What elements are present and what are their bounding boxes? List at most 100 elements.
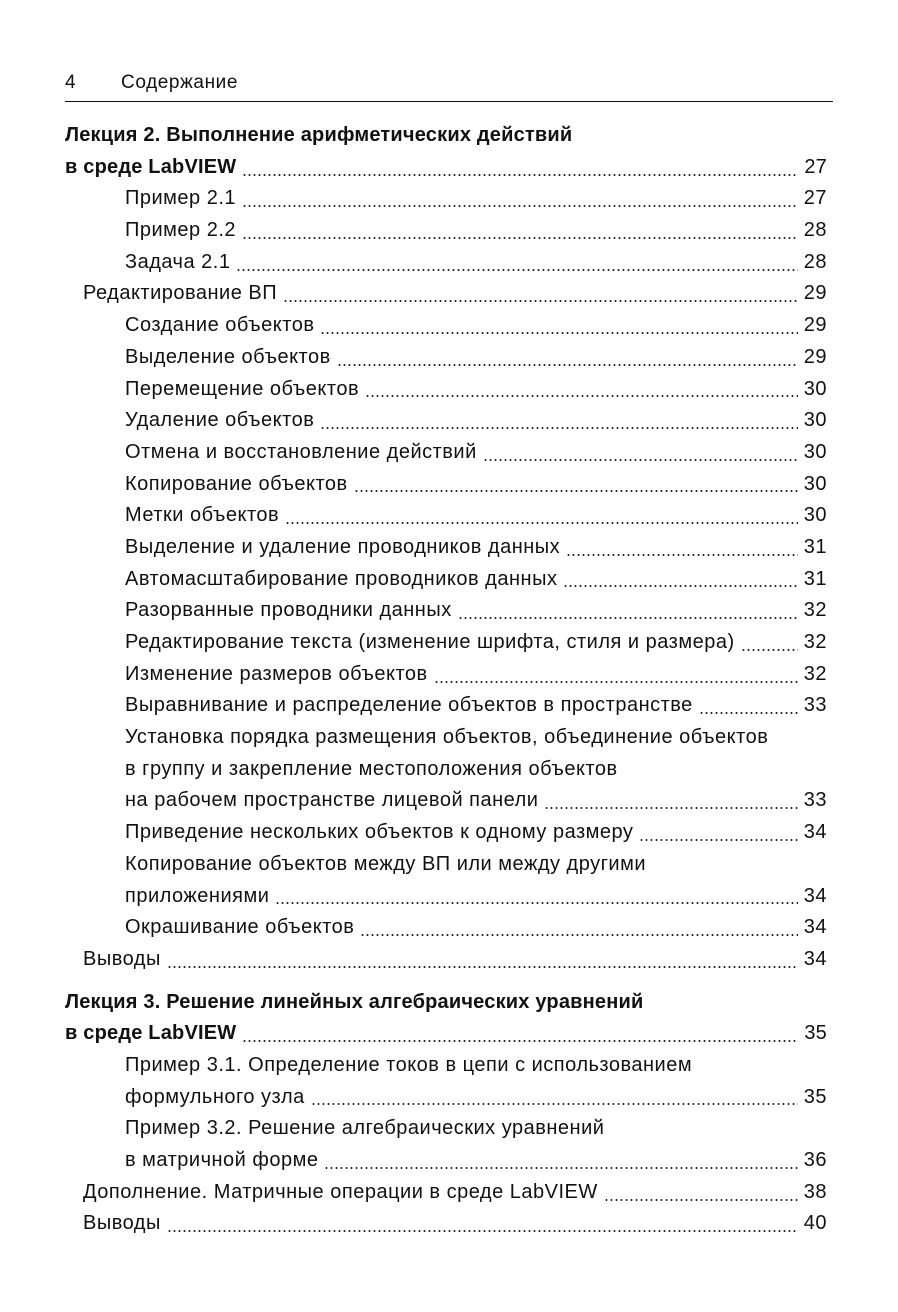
running-header: 4 Содержание	[65, 72, 833, 102]
toc-entry-title: на рабочем пространстве лицевой панели	[125, 789, 539, 812]
toc-entry: Пример 2.2 28	[65, 215, 827, 247]
toc-entry-title: Приведение нескольких объектов к одному …	[125, 821, 634, 844]
dot-leader	[353, 489, 798, 494]
toc-page-number: 31	[803, 567, 827, 590]
running-title: Содержание	[121, 72, 239, 93]
dot-leader	[563, 584, 798, 589]
toc-entry: Автомасштабирование проводников данных 31	[65, 564, 827, 596]
toc-page-number: 30	[803, 440, 827, 463]
dot-leader	[740, 647, 798, 652]
dot-leader	[285, 521, 798, 526]
dot-leader	[324, 1165, 798, 1170]
toc-line: Разорванные проводники данных 32	[65, 595, 827, 627]
toc-entry-title: Выравнивание и распределение объектов в …	[125, 694, 693, 717]
toc-chapter-entry: Лекция 2. Выполнение арифметических дейс…	[65, 120, 827, 183]
toc-line: формульного узла 35	[65, 1082, 827, 1114]
toc-entry: Разорванные проводники данных 32	[65, 595, 827, 627]
toc-line: Редактирование текста (изменение шрифта,…	[65, 627, 827, 659]
toc-line: Выделение и удаление проводников данных 3…	[65, 532, 827, 564]
toc-page-number: 32	[803, 599, 827, 622]
toc-page-number: 40	[803, 1212, 827, 1235]
toc-entry: Выделение и удаление проводников данных 3…	[65, 532, 827, 564]
toc-entry-title: Дополнение. Матричные операции в среде L…	[83, 1180, 598, 1203]
toc-entry-title: Установка порядка размещения объектов, о…	[125, 726, 769, 749]
toc-line: в матричной форме 36	[65, 1145, 827, 1177]
dot-leader	[320, 426, 798, 431]
toc-page-number: 35	[803, 1085, 827, 1108]
toc-line: Копирование объектов 30	[65, 469, 827, 501]
toc-entry-title: Лекция 3. Решение линейных алгебраически…	[65, 990, 644, 1013]
toc-entry-title: Пример 2.1	[125, 187, 237, 210]
dot-leader	[242, 235, 798, 240]
toc-line: Пример 3.2. Решение алгебраических уравн…	[65, 1113, 827, 1145]
toc-line: в среде LabVIEW 27	[65, 152, 827, 184]
toc-entry-title: Окрашивание объектов	[125, 916, 355, 939]
toc-entry: Выравнивание и распределение объектов в …	[65, 690, 827, 722]
toc-page-number: 30	[803, 377, 827, 400]
toc-entry-title: Пример 3.2. Решение алгебраических уравн…	[125, 1117, 605, 1140]
toc-line: Создание объектов 29	[65, 310, 827, 342]
toc-entry-title: Копирование объектов	[125, 472, 348, 495]
toc-entry: Установка порядка размещения объектов, о…	[65, 722, 827, 817]
toc-page-number: 34	[803, 884, 827, 907]
toc-line: Копирование объектов между ВП или между …	[65, 849, 827, 881]
toc-line: Окрашивание объектов 34	[65, 912, 827, 944]
toc-entry: Удаление объектов 30	[65, 405, 827, 437]
toc-entry: Метки объектов 30	[65, 500, 827, 532]
toc-page-number: 28	[803, 250, 827, 273]
toc-line: Выделение объектов 29	[65, 342, 827, 374]
toc-entry: Задача 2.1 28	[65, 247, 827, 279]
toc-page-number: 29	[803, 282, 827, 305]
toc-entry: Отмена и восстановление действий 30	[65, 437, 827, 469]
dot-leader	[166, 964, 798, 969]
toc-page-number: 28	[803, 219, 827, 242]
toc-line: Изменение размеров объектов 32	[65, 659, 827, 691]
toc-line: на рабочем пространстве лицевой панели 33	[65, 785, 827, 817]
toc-page-number: 36	[803, 1149, 827, 1171]
toc-page-number: 33	[803, 789, 827, 812]
dot-leader	[639, 837, 798, 842]
toc-entry: Окрашивание объектов 34	[65, 912, 827, 944]
toc-line: Пример 2.2 28	[65, 215, 827, 247]
toc-entry-title: Автомасштабирование проводников данных	[125, 567, 558, 590]
toc-line: Отмена и восстановление действий 30	[65, 437, 827, 469]
dot-leader	[698, 711, 798, 716]
toc-line: Лекция 3. Решение линейных алгебраически…	[65, 987, 827, 1019]
toc-entry: Приведение нескольких объектов к одному …	[65, 817, 827, 849]
toc-entry-title: формульного узла	[125, 1085, 305, 1108]
toc-line: Автомасштабирование проводников данных 31	[65, 564, 827, 596]
page-number: 4	[65, 72, 76, 93]
dot-leader	[433, 679, 798, 684]
toc-page-number: 38	[803, 1180, 827, 1203]
dot-leader	[242, 204, 798, 209]
dot-leader	[544, 806, 798, 811]
dot-leader	[320, 330, 798, 335]
toc-page-number: 32	[803, 662, 827, 685]
toc-entry-title: Выделение и удаление проводников данных	[125, 535, 561, 558]
toc-entry-title: в группу и закрепление местоположения об…	[125, 757, 618, 780]
toc-entry-title: Удаление объектов	[125, 409, 315, 432]
toc-entry-title: Редактирование ВП	[83, 282, 278, 305]
toc-line: Пример 2.1 27	[65, 183, 827, 215]
toc-entry-title: в среде LabVIEW	[65, 155, 237, 178]
toc-entry-title: Задача 2.1	[125, 250, 231, 273]
toc-entry-title: Создание объектов	[125, 314, 315, 337]
toc-page-number: 35	[804, 1022, 827, 1045]
toc-entry-title: Метки объектов	[125, 504, 280, 527]
toc-line: Выводы 34	[65, 944, 827, 976]
toc-entry: Редактирование текста (изменение шрифта,…	[65, 627, 827, 659]
toc-line: Выводы 40	[65, 1208, 827, 1240]
dot-leader	[603, 1197, 798, 1202]
toc-page-number: 27	[804, 155, 827, 178]
toc-entry: Изменение размеров объектов 32	[65, 659, 827, 691]
toc-entry-title: Пример 3.1. Определение токов в цепи с и…	[125, 1053, 693, 1076]
dot-leader	[283, 299, 798, 304]
toc-entry: Копирование объектов между ВП или между …	[65, 849, 827, 912]
dot-leader	[236, 267, 798, 272]
toc-entry: Копирование объектов 30	[65, 469, 827, 501]
toc-page-number: 27	[803, 187, 827, 210]
toc-page-number: 30	[803, 504, 827, 527]
toc-entry: Пример 2.1 27	[65, 183, 827, 215]
dot-leader	[242, 1039, 799, 1044]
dot-leader	[275, 901, 798, 906]
